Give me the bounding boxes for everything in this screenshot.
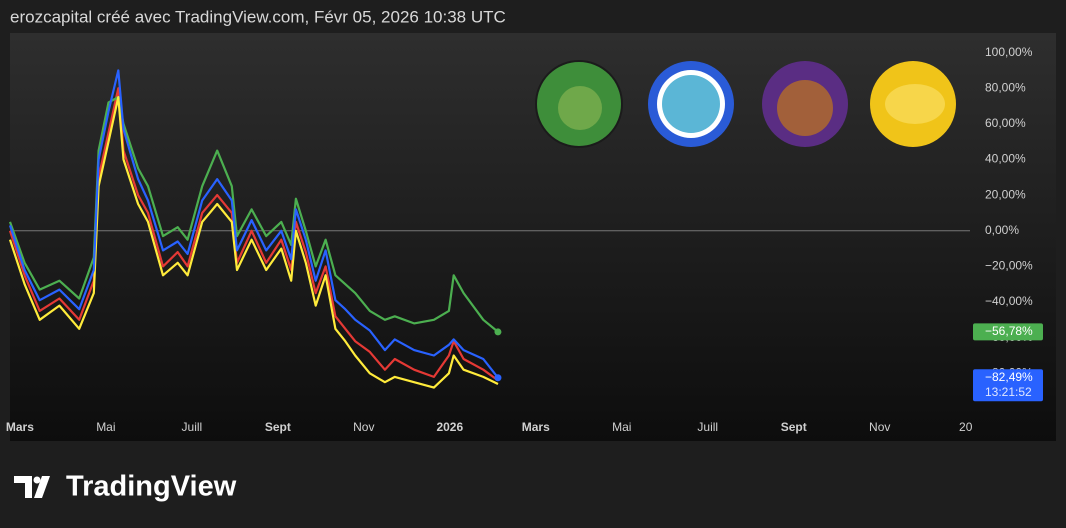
x-tick-label: Nov xyxy=(869,420,890,434)
x-tick-label: Mars xyxy=(522,420,550,434)
series-line xyxy=(8,69,499,379)
avatar-face xyxy=(558,86,602,130)
x-tick-label: Juill xyxy=(182,420,203,434)
countdown: 13:21:52 xyxy=(985,385,1032,399)
y-tick-label: 0,00% xyxy=(985,223,1019,237)
series-line xyxy=(8,96,499,333)
logo-dot xyxy=(33,476,41,484)
x-tick-label: Nov xyxy=(353,420,374,434)
y-tick-label: 100,00% xyxy=(985,45,1033,59)
y-tick-label: 20,00% xyxy=(985,187,1026,201)
last-point xyxy=(494,374,502,382)
value-label: −56,78% xyxy=(985,324,1033,338)
y-tick-label: −20,00% xyxy=(985,259,1033,273)
logo xyxy=(14,476,50,498)
header: erozcapital créé avec TradingView.com, F… xyxy=(10,7,506,26)
y-tick-label: 40,00% xyxy=(985,152,1026,166)
x-tick-label: Sept xyxy=(781,420,807,434)
value-label-box xyxy=(973,323,1043,341)
logo-text: TradingView xyxy=(66,471,237,503)
series-line xyxy=(8,87,499,382)
x-tick-label: Mai xyxy=(96,420,115,434)
x-tick-label: Mai xyxy=(612,420,631,434)
x-tick-label: Sept xyxy=(265,420,291,434)
value-label-box xyxy=(973,369,1043,402)
avatar-face xyxy=(885,84,945,124)
avatar-face xyxy=(777,80,833,136)
y-tick-label: 60,00% xyxy=(985,116,1026,130)
x-tick-label: 20 xyxy=(959,420,973,434)
y-tick-label: −40,00% xyxy=(985,294,1033,308)
logo-mark xyxy=(14,476,50,498)
x-tick-label: Juill xyxy=(697,420,718,434)
y-tick-label: 80,00% xyxy=(985,80,1026,94)
x-tick-label: Mars xyxy=(6,420,34,434)
avatars xyxy=(535,60,956,148)
value-label: −82,49% xyxy=(985,370,1033,384)
x-tick-label: 2026 xyxy=(436,420,463,434)
series-line xyxy=(8,96,499,389)
avatar-face xyxy=(662,75,720,133)
last-point xyxy=(494,328,502,336)
